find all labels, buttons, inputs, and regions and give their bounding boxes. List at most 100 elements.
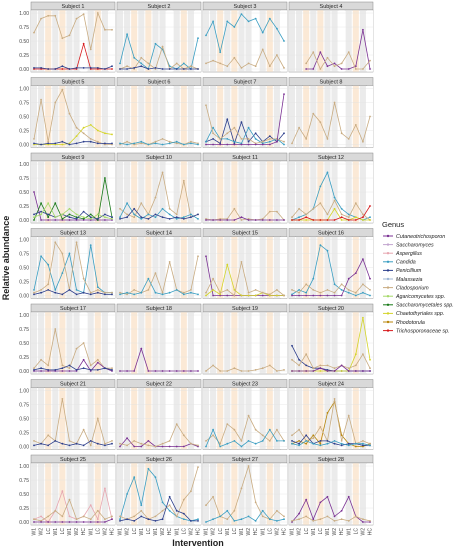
data-point bbox=[326, 138, 329, 140]
data-point bbox=[347, 138, 350, 140]
data-point bbox=[240, 518, 243, 521]
data-point bbox=[226, 143, 229, 146]
data-point bbox=[319, 51, 322, 54]
data-point bbox=[212, 132, 214, 135]
data-point bbox=[276, 54, 278, 56]
data-point bbox=[298, 126, 300, 129]
data-point bbox=[247, 515, 250, 518]
data-point bbox=[61, 442, 64, 445]
data-point bbox=[276, 289, 278, 291]
data-point bbox=[168, 217, 171, 220]
data-point bbox=[326, 515, 329, 518]
legend-marker bbox=[386, 277, 390, 281]
data-point bbox=[40, 358, 42, 361]
panel-title: Subject 13 bbox=[60, 231, 86, 237]
data-point bbox=[261, 291, 264, 294]
data-point bbox=[247, 414, 250, 417]
data-point bbox=[233, 26, 236, 28]
data-point bbox=[47, 219, 50, 221]
data-point bbox=[312, 518, 315, 521]
panel-title: Subject 12 bbox=[318, 155, 344, 161]
data-point bbox=[126, 33, 128, 36]
data-point bbox=[276, 27, 278, 30]
data-point bbox=[104, 442, 106, 445]
data-point bbox=[147, 143, 150, 146]
panel-title: Subject 6 bbox=[148, 80, 171, 86]
data-point bbox=[212, 364, 214, 367]
data-point bbox=[89, 213, 92, 216]
data-point bbox=[354, 291, 357, 294]
data-point bbox=[40, 17, 42, 20]
data-point bbox=[190, 490, 192, 493]
data-point bbox=[333, 207, 336, 210]
data-point bbox=[347, 444, 350, 447]
data-point bbox=[205, 445, 207, 448]
data-point bbox=[369, 444, 371, 447]
data-point bbox=[369, 115, 371, 118]
data-point bbox=[197, 293, 199, 296]
data-point bbox=[298, 444, 300, 447]
series bbox=[305, 51, 371, 70]
y-tick-label: 0.75 bbox=[19, 478, 29, 484]
data-point bbox=[140, 216, 143, 219]
panel: Subject 18 bbox=[116, 303, 202, 375]
data-point bbox=[283, 140, 285, 143]
series bbox=[291, 199, 371, 221]
data-point bbox=[319, 185, 322, 188]
data-point bbox=[197, 370, 199, 372]
data-point bbox=[111, 368, 113, 371]
data-point bbox=[254, 143, 257, 146]
legend-item: Aspergillus bbox=[383, 251, 422, 257]
x-tick-label: LC bbox=[146, 528, 152, 535]
data-point bbox=[261, 434, 264, 437]
series-line bbox=[205, 414, 285, 445]
data-point bbox=[247, 370, 250, 372]
data-point bbox=[298, 294, 300, 297]
panel-title: Subject 20 bbox=[318, 306, 344, 312]
series-line bbox=[119, 467, 199, 522]
series-line bbox=[205, 510, 285, 523]
data-point bbox=[226, 263, 229, 266]
data-point bbox=[40, 289, 42, 291]
data-point bbox=[340, 132, 343, 135]
data-point bbox=[347, 51, 350, 54]
legend-label: Saccharomycetales spp. bbox=[396, 303, 454, 309]
data-point bbox=[254, 294, 257, 297]
data-point bbox=[54, 241, 57, 244]
data-point bbox=[283, 66, 285, 69]
series-line bbox=[119, 467, 199, 520]
data-point bbox=[175, 515, 178, 518]
data-point bbox=[175, 216, 178, 219]
data-point bbox=[161, 370, 164, 372]
data-point bbox=[104, 177, 106, 179]
x-tick-label: W1 bbox=[32, 528, 38, 536]
data-point bbox=[205, 521, 207, 523]
data-point bbox=[283, 515, 285, 518]
series-line bbox=[206, 94, 285, 145]
data-point bbox=[298, 364, 300, 367]
data-point bbox=[319, 68, 322, 70]
data-point bbox=[362, 440, 364, 442]
y-tick-label: 0.00 bbox=[19, 67, 29, 73]
data-point bbox=[212, 138, 214, 140]
data-point bbox=[247, 20, 250, 23]
data-point bbox=[54, 68, 57, 70]
x-tick-label: W1 bbox=[153, 528, 159, 536]
panel-title: Subject 10 bbox=[146, 155, 172, 161]
series-line bbox=[33, 211, 113, 220]
series-line bbox=[33, 328, 112, 369]
data-point bbox=[333, 101, 336, 104]
x-tick-label: HC bbox=[196, 528, 202, 536]
series bbox=[119, 202, 199, 220]
data-point bbox=[276, 440, 278, 442]
data-point bbox=[333, 65, 336, 68]
data-point bbox=[147, 217, 150, 220]
series-line bbox=[205, 208, 285, 221]
data-point bbox=[33, 518, 35, 521]
data-point bbox=[182, 179, 185, 182]
data-point bbox=[261, 143, 264, 146]
data-point bbox=[47, 368, 50, 371]
data-point bbox=[154, 515, 157, 518]
data-point bbox=[126, 216, 128, 219]
